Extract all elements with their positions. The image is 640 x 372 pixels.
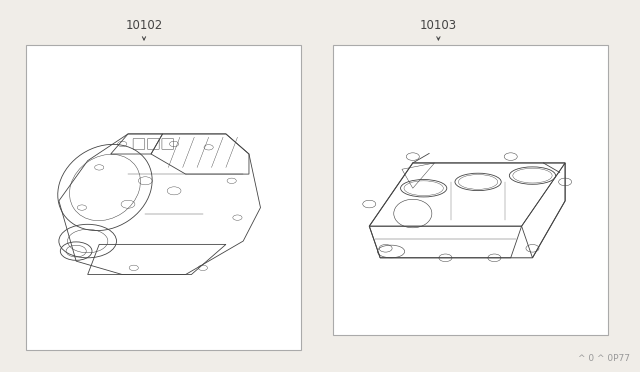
Text: 10103: 10103 [420,19,457,32]
Text: 10102: 10102 [125,19,163,32]
Bar [333,45,608,335]
Bar [26,45,301,350]
Text: ^ 0 ^ 0P77: ^ 0 ^ 0P77 [579,354,630,363]
